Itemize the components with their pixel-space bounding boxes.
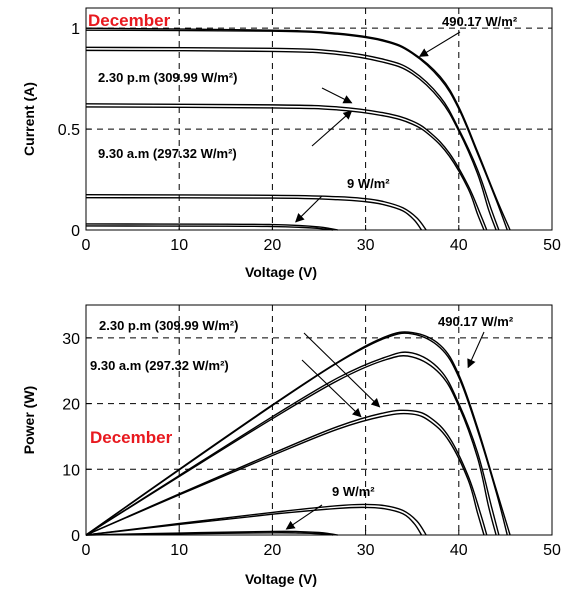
series-line [85, 409, 488, 536]
pv-ticks: 0 10 20 30 40 50 0 10 20 30 [62, 331, 561, 559]
x-tick-label: 20 [264, 237, 282, 254]
iv-grid [86, 8, 552, 230]
iv-curves [85, 27, 511, 231]
pv-month-label: December [90, 428, 173, 447]
annotation-arrow [285, 504, 323, 530]
series-line [85, 412, 485, 536]
pv-annotation-9wm2: 9 W/m² [332, 484, 375, 499]
x-tick-label: 40 [450, 542, 468, 559]
series-line [85, 46, 500, 231]
iv-month-label: December [88, 11, 171, 30]
iv-annotation-arrows [295, 31, 461, 223]
annotation-arrow [295, 195, 323, 223]
series-line [85, 355, 497, 536]
iv-annotation-930am: 9.30 a.m (297.32 W/m²) [98, 146, 237, 161]
x-tick-label: 10 [170, 237, 188, 254]
annotation-arrow [303, 332, 381, 408]
iv-chart: 0 10 20 30 40 50 0 0.5 1 Voltage (V) Current (A)… [21, 7, 561, 280]
iv-plot-frame [85, 7, 553, 231]
series-line [85, 193, 427, 231]
annotation-arrow [467, 331, 485, 369]
series-line [85, 197, 423, 231]
x-tick-label: 30 [357, 542, 375, 559]
series-line [85, 29, 508, 231]
pv-y-axis-label: Power (W) [21, 386, 37, 454]
pv-annotation-arrows [285, 331, 485, 530]
annotation-arrow [321, 87, 353, 104]
annotation-arrow [301, 359, 362, 418]
y-tick-label: 0 [71, 223, 80, 240]
series-line [85, 532, 334, 536]
iv-y-axis-label: Current (A) [21, 82, 37, 156]
y-tick-label: 0 [71, 528, 80, 545]
y-tick-label: 0.5 [58, 122, 80, 139]
series-line [85, 223, 338, 231]
annotation-arrow [418, 31, 461, 57]
iv-x-axis-label: Voltage (V) [245, 264, 317, 280]
series-line [85, 503, 427, 536]
y-tick-label: 10 [62, 462, 80, 479]
pv-x-axis-label: Voltage (V) [245, 571, 317, 587]
series-line [85, 106, 485, 231]
annotation-arrow [311, 110, 353, 147]
iv-annotation-9wm2: 9 W/m² [347, 176, 390, 191]
x-tick-label: 0 [82, 237, 91, 254]
pv-curves [85, 331, 511, 536]
series-line [85, 506, 423, 536]
x-tick-label: 50 [543, 237, 561, 254]
y-tick-label: 30 [62, 331, 80, 348]
series-line [85, 351, 500, 536]
iv-annotation-230pm: 2.30 p.m (309.99 W/m²) [98, 70, 237, 85]
pv-annotation-930am: 9.30 a.m (297.32 W/m²) [90, 358, 229, 373]
pv-annotation-490: 490.17 W/m² [438, 314, 514, 329]
y-tick-label: 20 [62, 397, 80, 414]
pv-chart: 0 10 20 30 40 50 0 10 20 30 Voltage (V) Power (W)… [21, 304, 561, 587]
y-tick-label: 1 [71, 21, 80, 38]
x-tick-label: 40 [450, 237, 468, 254]
series-line [85, 332, 508, 536]
series-line [85, 225, 334, 231]
series-line [85, 49, 497, 231]
iv-ticks: 0 10 20 30 40 50 0 0.5 1 [58, 21, 561, 254]
series-line [85, 103, 488, 231]
pv-annotation-230pm: 2.30 p.m (309.99 W/m²) [99, 318, 238, 333]
x-tick-label: 0 [82, 542, 91, 559]
iv-annotation-490: 490.17 W/m² [442, 14, 518, 29]
pv-grid [86, 305, 552, 535]
x-tick-label: 30 [357, 237, 375, 254]
x-tick-label: 50 [543, 542, 561, 559]
x-tick-label: 20 [264, 542, 282, 559]
x-tick-label: 10 [170, 542, 188, 559]
pv-plot-frame [85, 304, 553, 536]
